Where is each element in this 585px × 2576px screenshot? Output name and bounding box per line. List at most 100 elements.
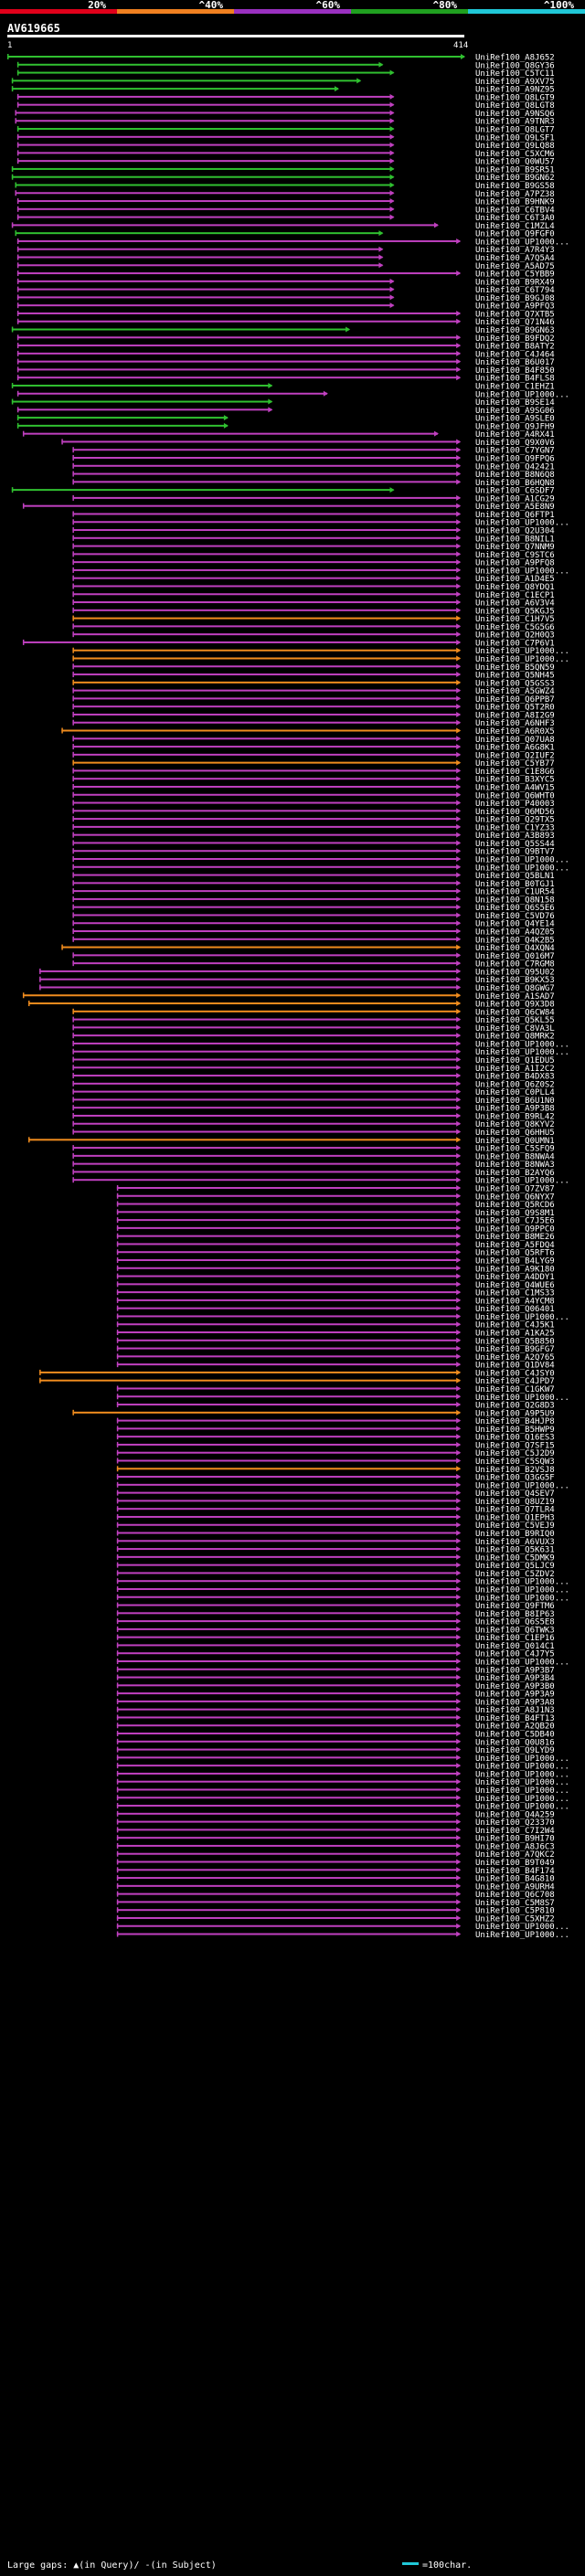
hit-id-label[interactable]: UniRef100_B0TGJ1 xyxy=(475,880,555,889)
hit-id-label[interactable]: UniRef100_Q9X0V6 xyxy=(475,439,555,448)
hit-id-label[interactable]: UniRef100_UP1000... xyxy=(475,1481,569,1490)
hit-id-label[interactable]: UniRef100_Q9JFH9 xyxy=(475,422,555,431)
hit-row[interactable]: UniRef100_B9RIQ0 xyxy=(116,1530,555,1539)
hit-id-label[interactable]: UniRef100_C6T794 xyxy=(475,286,555,295)
hit-id-label[interactable]: UniRef100_Q5LJC9 xyxy=(475,1562,555,1571)
hit-row[interactable]: UniRef100_Q7XTB5 xyxy=(16,310,555,319)
hit-id-label[interactable]: UniRef100_C1E8G6 xyxy=(475,768,555,777)
hit-id-label[interactable]: UniRef100_Q7XTB5 xyxy=(475,310,555,319)
hit-id-label[interactable]: UniRef100_C5DMK9 xyxy=(475,1553,555,1563)
hit-bar[interactable] xyxy=(116,1243,461,1246)
hit-bar[interactable] xyxy=(72,721,461,724)
hit-row[interactable]: UniRef100_Q9FPQ6 xyxy=(72,455,555,464)
hit-bar[interactable] xyxy=(72,536,461,539)
hit-row[interactable]: UniRef100_Q8GY36 xyxy=(16,61,555,70)
hit-id-label[interactable]: UniRef100_A6VUX3 xyxy=(475,1538,555,1547)
hit-id-label[interactable]: UniRef100_Q8YDQ1 xyxy=(475,583,555,592)
hit-row[interactable]: UniRef100_Q4A259 xyxy=(116,1810,555,1819)
hit-row[interactable]: UniRef100_Q6MD56 xyxy=(72,808,555,817)
hit-row[interactable]: UniRef100_B6HQN8 xyxy=(72,479,555,488)
hit-bar[interactable] xyxy=(116,1684,461,1687)
hit-bar[interactable] xyxy=(72,609,461,611)
hit-row[interactable]: UniRef100_A6VUX3 xyxy=(116,1538,555,1547)
hit-id-label[interactable]: UniRef100_Q014C1 xyxy=(475,1642,555,1651)
hit-row[interactable]: UniRef100_C1GKW7 xyxy=(116,1385,555,1394)
hit-row[interactable]: UniRef100_C5VEJ9 xyxy=(116,1521,555,1531)
hit-row[interactable]: UniRef100_B6U1N0 xyxy=(72,1097,555,1106)
hit-row[interactable]: UniRef100_Q3GG5F xyxy=(116,1474,555,1483)
hit-id-label[interactable]: UniRef100_A4YCM8 xyxy=(475,1297,555,1306)
hit-id-label[interactable]: UniRef100_UP1000... xyxy=(475,1923,569,1932)
hit-id-label[interactable]: UniRef100_B9KX53 xyxy=(475,976,555,985)
hit-id-label[interactable]: UniRef100_Q8UZ19 xyxy=(475,1498,555,1507)
hit-row[interactable]: UniRef100_Q7NNM9 xyxy=(72,543,555,552)
hit-bar[interactable] xyxy=(72,1162,461,1165)
hit-bar[interactable] xyxy=(116,1780,461,1783)
hit-row[interactable]: UniRef100_Q06401 xyxy=(116,1305,555,1314)
hit-bar[interactable] xyxy=(16,160,394,163)
hit-bar[interactable] xyxy=(72,1018,461,1021)
hit-bar[interactable] xyxy=(72,496,461,499)
hit-bar[interactable] xyxy=(39,1379,461,1382)
hit-row[interactable]: UniRef100_UP1000... xyxy=(116,1923,569,1932)
hit-row[interactable]: UniRef100_B4F850 xyxy=(16,366,555,376)
hit-bar[interactable] xyxy=(116,1740,461,1743)
hit-bar[interactable] xyxy=(116,1733,461,1735)
hit-id-label[interactable]: UniRef100_C5XCM6 xyxy=(475,150,555,159)
hit-bar[interactable] xyxy=(72,1098,461,1101)
hit-id-label[interactable]: UniRef100_Q7ZV87 xyxy=(475,1184,555,1193)
hit-row[interactable]: UniRef100_Q8UZ19 xyxy=(116,1498,555,1507)
hit-bar[interactable] xyxy=(72,1411,461,1414)
hit-id-label[interactable]: UniRef100_Q6Z0S2 xyxy=(475,1080,555,1089)
hit-id-label[interactable]: UniRef100_C7P6V1 xyxy=(475,639,555,648)
hit-row[interactable]: UniRef100_B9GFG7 xyxy=(116,1345,555,1354)
hit-id-label[interactable]: UniRef100_C5P810 xyxy=(475,1907,555,1916)
hit-row[interactable]: UniRef100_A8J652 xyxy=(7,54,555,63)
hit-id-label[interactable]: UniRef100_Q0WU57 xyxy=(475,158,555,167)
hit-id-label[interactable]: UniRef100_B9GN63 xyxy=(475,326,555,335)
hit-id-label[interactable]: UniRef100_Q6HHU5 xyxy=(475,1129,555,1138)
hit-row[interactable]: UniRef100_A7PZ38 xyxy=(15,190,555,199)
hit-bar[interactable] xyxy=(72,818,461,821)
hit-id-label[interactable]: UniRef100_Q9PPC0 xyxy=(475,1224,555,1234)
hit-id-label[interactable]: UniRef100_A5FDQ4 xyxy=(475,1241,555,1250)
hit-bar[interactable] xyxy=(16,336,461,339)
hit-bar[interactable] xyxy=(72,842,461,844)
hit-bar[interactable] xyxy=(16,135,394,138)
hit-id-label[interactable]: UniRef100_Q6CW84 xyxy=(475,1008,555,1017)
hit-row[interactable]: UniRef100_C4J464 xyxy=(16,350,555,359)
hit-id-label[interactable]: UniRef100_UP1000... xyxy=(475,1803,569,1812)
hit-bar[interactable] xyxy=(116,1812,461,1815)
hit-row[interactable]: UniRef100_B9GN63 xyxy=(11,326,555,335)
hit-bar[interactable] xyxy=(72,457,461,459)
hit-bar[interactable] xyxy=(116,1901,461,1903)
hit-id-label[interactable]: UniRef100_C7J5E6 xyxy=(475,1217,555,1226)
hit-id-label[interactable]: UniRef100_Q6MD56 xyxy=(475,808,555,817)
hit-id-label[interactable]: UniRef100_B9RL42 xyxy=(475,1112,555,1121)
hit-row[interactable]: UniRef100_Q8N158 xyxy=(72,896,555,905)
hit-bar[interactable] xyxy=(116,1595,461,1598)
hit-row[interactable]: UniRef100_A3B893 xyxy=(72,832,555,841)
hit-bar[interactable] xyxy=(11,175,394,178)
hit-id-label[interactable]: UniRef100_Q9BTV7 xyxy=(475,848,555,857)
hit-row[interactable]: UniRef100_UP1000... xyxy=(72,1048,569,1057)
hit-row[interactable]: UniRef100_Q9S8M1 xyxy=(116,1209,555,1218)
hit-row[interactable]: UniRef100_Q5SS44 xyxy=(72,840,555,849)
hit-row[interactable]: UniRef100_B8NWA4 xyxy=(72,1152,555,1161)
hit-id-label[interactable]: UniRef100_B9HI70 xyxy=(475,1835,555,1844)
hit-id-label[interactable]: UniRef100_Q4WUE6 xyxy=(475,1281,555,1290)
hit-row[interactable]: UniRef100_C6SDF7 xyxy=(11,487,555,496)
hit-row[interactable]: UniRef100_Q42421 xyxy=(72,462,555,472)
hit-row[interactable]: UniRef100_UP1000... xyxy=(116,1795,569,1804)
hit-bar[interactable] xyxy=(61,440,461,443)
hit-bar[interactable] xyxy=(16,304,394,307)
hit-id-label[interactable]: UniRef100_B9GJ08 xyxy=(475,294,555,303)
hit-row[interactable]: UniRef100_A9P3B4 xyxy=(116,1674,555,1683)
hit-row[interactable]: UniRef100_C5SQW3 xyxy=(116,1458,555,1467)
hit-row[interactable]: UniRef100_B9GN62 xyxy=(11,174,555,183)
hit-row[interactable]: UniRef100_A6G8K1 xyxy=(72,744,555,753)
hit-bar[interactable] xyxy=(16,264,383,267)
hit-row[interactable]: UniRef100_A4RX41 xyxy=(22,430,555,440)
hit-bar[interactable] xyxy=(15,120,394,122)
hit-bar[interactable] xyxy=(11,167,394,170)
